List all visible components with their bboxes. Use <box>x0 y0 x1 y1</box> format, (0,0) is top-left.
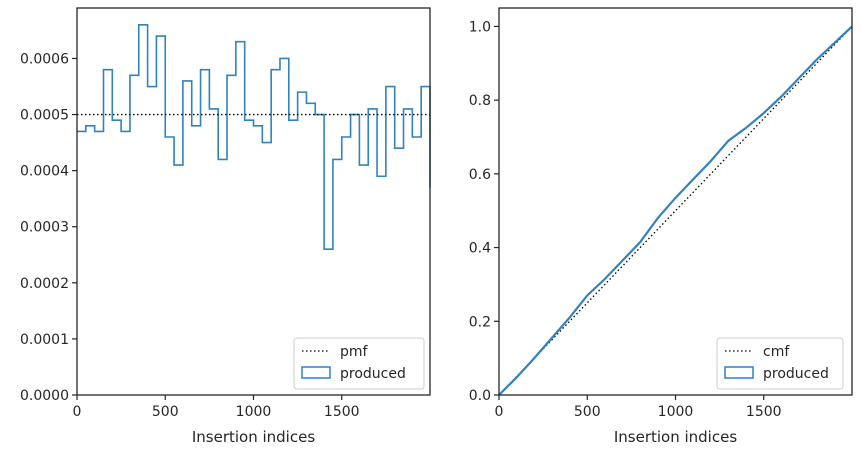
x-tick-label: 1000 <box>236 404 272 420</box>
legend-reference-label: pmf <box>340 344 369 360</box>
y-tick-label: 0.0002 <box>20 276 69 292</box>
y-tick-label: 0.0003 <box>20 220 69 236</box>
legend: cmf produced <box>716 337 844 390</box>
chart-left-pmf: 0 500 1000 1500 0.0000 0.0001 0.0002 0.0003 0.00… <box>20 7 431 446</box>
legend-box <box>716 337 844 390</box>
y-tick-label: 0.6 <box>469 167 491 183</box>
y-tick-label: 0.0004 <box>20 164 69 180</box>
y-tick-label: 0.4 <box>469 241 491 257</box>
x-axis-label: Insertion indices <box>192 428 315 446</box>
produced-cumulative-line <box>498 25 853 396</box>
x-tick-label: 1000 <box>658 404 694 420</box>
legend: pmf produced <box>293 337 425 390</box>
y-tick-label: 0.0006 <box>20 51 69 67</box>
y-tick-label: 0.0001 <box>20 332 69 348</box>
cmf-reference-line <box>498 25 853 396</box>
legend-produced-swatch <box>301 366 331 379</box>
y-tick-label: 0.8 <box>469 93 491 109</box>
legend-reference-label: cmf <box>763 344 790 360</box>
x-tick-label: 1500 <box>746 404 782 420</box>
x-tick-label: 0 <box>495 404 504 420</box>
legend-produced-swatch <box>724 366 754 379</box>
y-tick-label: 0.0 <box>469 388 491 404</box>
legend-produced-label: produced <box>763 366 829 382</box>
x-tick-label: 1500 <box>324 404 360 420</box>
x-tick-label: 500 <box>574 404 601 420</box>
y-tick-label: 0.2 <box>469 314 491 330</box>
y-tick-label: 0.0000 <box>20 388 69 404</box>
x-tick-label: 0 <box>73 404 82 420</box>
produced-histogram-step <box>77 24 431 250</box>
x-axis-label: Insertion indices <box>614 428 737 446</box>
y-tick-label: 0.0005 <box>20 108 69 124</box>
chart-right-cmf: 0 500 1000 1500 0.0 0.2 0.4 0.6 0.8 1.0 Insertion … <box>469 7 853 446</box>
y-tick-label: 1.0 <box>469 19 491 35</box>
x-tick-label: 500 <box>152 404 179 420</box>
axes-frame <box>76 7 431 396</box>
legend-produced-label: produced <box>340 366 406 382</box>
